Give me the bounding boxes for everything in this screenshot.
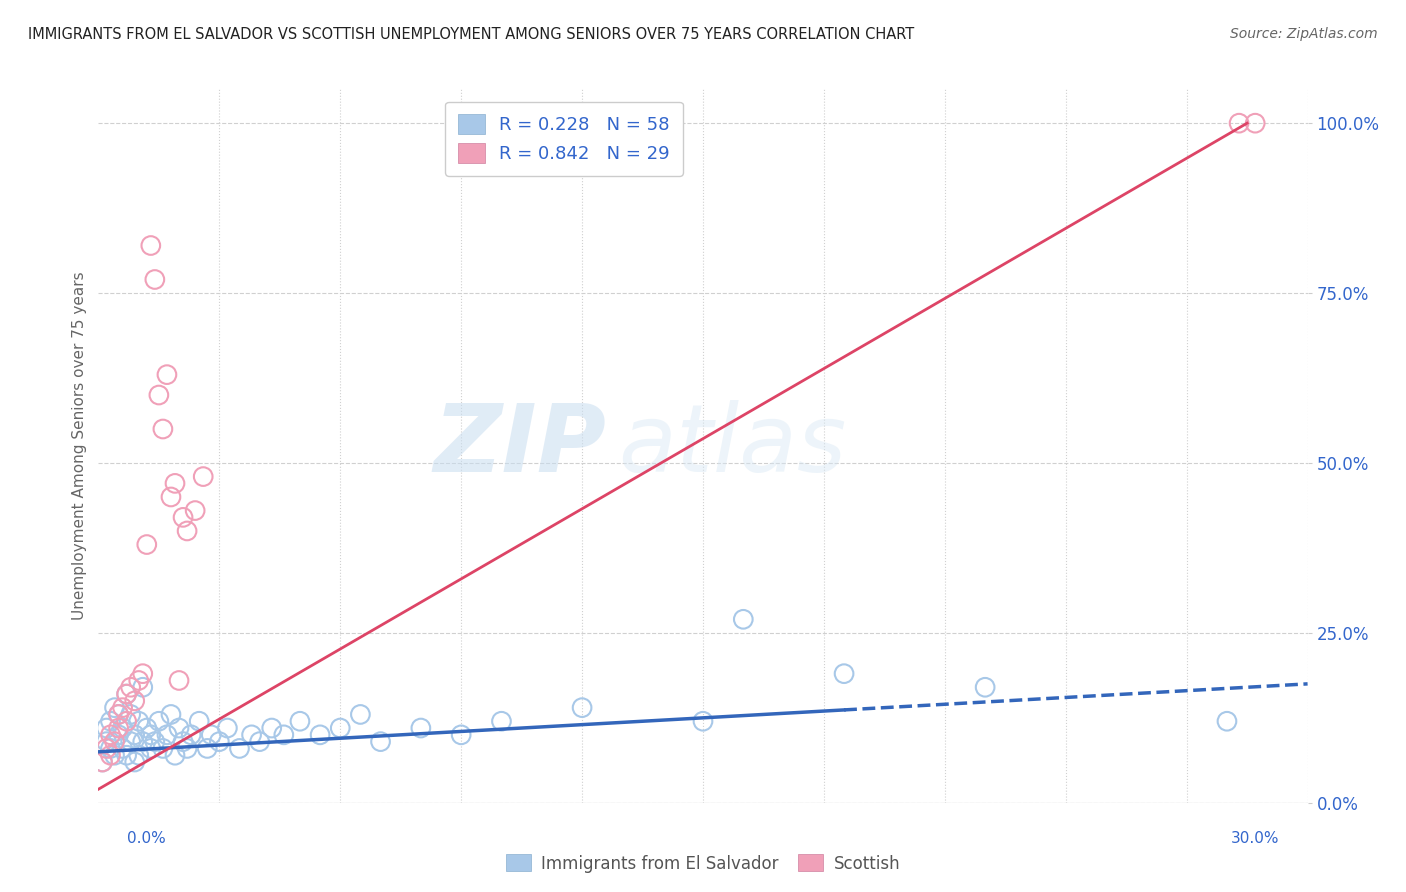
- Point: [103, 734, 125, 748]
- Y-axis label: Unemployment Among Seniors over 75 years: Unemployment Among Seniors over 75 years: [72, 272, 87, 620]
- Legend: R = 0.228   N = 58, R = 0.842   N = 29: R = 0.228 N = 58, R = 0.842 N = 29: [446, 102, 683, 176]
- Point: [115, 687, 138, 701]
- Point: [240, 728, 263, 742]
- Point: [692, 714, 714, 729]
- Point: [148, 388, 170, 402]
- Point: [167, 673, 190, 688]
- Point: [249, 734, 271, 748]
- Point: [124, 694, 146, 708]
- Point: [409, 721, 432, 735]
- Point: [107, 728, 129, 742]
- Point: [163, 748, 186, 763]
- Point: [115, 714, 138, 729]
- Point: [491, 714, 513, 729]
- Text: atlas: atlas: [619, 401, 846, 491]
- Point: [120, 734, 142, 748]
- Point: [100, 748, 122, 763]
- Point: [115, 748, 138, 763]
- Point: [200, 728, 222, 742]
- Point: [124, 728, 146, 742]
- Point: [103, 748, 125, 763]
- Point: [217, 721, 239, 735]
- Point: [180, 728, 202, 742]
- Point: [309, 728, 332, 742]
- Point: [1244, 116, 1267, 130]
- Point: [176, 524, 198, 538]
- Point: [143, 734, 166, 748]
- Text: ZIP: ZIP: [433, 400, 606, 492]
- Point: [91, 755, 114, 769]
- Point: [115, 687, 138, 701]
- Point: [135, 537, 157, 551]
- Point: [329, 721, 352, 735]
- Point: [349, 707, 371, 722]
- Point: [160, 490, 183, 504]
- Point: [208, 734, 231, 748]
- Point: [260, 721, 283, 735]
- Point: [139, 238, 162, 252]
- Point: [96, 734, 118, 748]
- Point: [188, 714, 211, 729]
- Point: [132, 680, 155, 694]
- Point: [111, 721, 134, 735]
- Point: [111, 741, 134, 756]
- Point: [124, 755, 146, 769]
- Point: [107, 721, 129, 735]
- Point: [132, 666, 155, 681]
- Point: [120, 707, 142, 722]
- Point: [1227, 116, 1250, 130]
- Point: [143, 272, 166, 286]
- Point: [139, 741, 162, 756]
- Point: [100, 728, 122, 742]
- Point: [172, 734, 194, 748]
- Point: [132, 734, 155, 748]
- Point: [163, 476, 186, 491]
- Point: [172, 510, 194, 524]
- Point: [96, 741, 118, 756]
- Point: [184, 503, 207, 517]
- Point: [571, 700, 593, 714]
- Text: IMMIGRANTS FROM EL SALVADOR VS SCOTTISH UNEMPLOYMENT AMONG SENIORS OVER 75 YEARS: IMMIGRANTS FROM EL SALVADOR VS SCOTTISH …: [28, 27, 914, 42]
- Point: [1216, 714, 1239, 729]
- Point: [103, 700, 125, 714]
- Point: [152, 422, 174, 436]
- Point: [193, 469, 215, 483]
- Point: [370, 734, 392, 748]
- Point: [167, 721, 190, 735]
- Text: 30.0%: 30.0%: [1232, 831, 1279, 846]
- Text: 0.0%: 0.0%: [127, 831, 166, 846]
- Point: [156, 368, 179, 382]
- Point: [148, 714, 170, 729]
- Point: [128, 748, 150, 763]
- Legend: Immigrants from El Salvador, Scottish: Immigrants from El Salvador, Scottish: [499, 847, 907, 880]
- Point: [974, 680, 997, 694]
- Point: [107, 707, 129, 722]
- Point: [128, 714, 150, 729]
- Point: [91, 755, 114, 769]
- Point: [120, 680, 142, 694]
- Point: [288, 714, 311, 729]
- Point: [156, 728, 179, 742]
- Point: [450, 728, 472, 742]
- Point: [100, 714, 122, 729]
- Point: [176, 741, 198, 756]
- Point: [100, 741, 122, 756]
- Point: [111, 700, 134, 714]
- Point: [733, 612, 755, 626]
- Point: [96, 721, 118, 735]
- Point: [832, 666, 855, 681]
- Point: [139, 728, 162, 742]
- Text: Source: ZipAtlas.com: Source: ZipAtlas.com: [1230, 27, 1378, 41]
- Point: [107, 707, 129, 722]
- Point: [152, 741, 174, 756]
- Point: [273, 728, 295, 742]
- Point: [128, 673, 150, 688]
- Point: [228, 741, 250, 756]
- Point: [135, 721, 157, 735]
- Point: [160, 707, 183, 722]
- Point: [195, 741, 218, 756]
